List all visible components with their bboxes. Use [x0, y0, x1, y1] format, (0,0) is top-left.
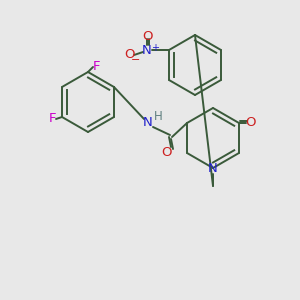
- Text: +: +: [151, 43, 159, 53]
- Text: −: −: [131, 55, 141, 65]
- Text: H: H: [154, 110, 162, 124]
- Text: O: O: [161, 146, 171, 158]
- Text: O: O: [246, 116, 256, 130]
- Text: O: O: [124, 49, 134, 62]
- Text: F: F: [92, 59, 100, 73]
- Text: N: N: [142, 44, 152, 56]
- Text: F: F: [48, 112, 56, 125]
- Text: N: N: [208, 161, 218, 175]
- Text: N: N: [143, 116, 153, 128]
- Text: O: O: [142, 29, 152, 43]
